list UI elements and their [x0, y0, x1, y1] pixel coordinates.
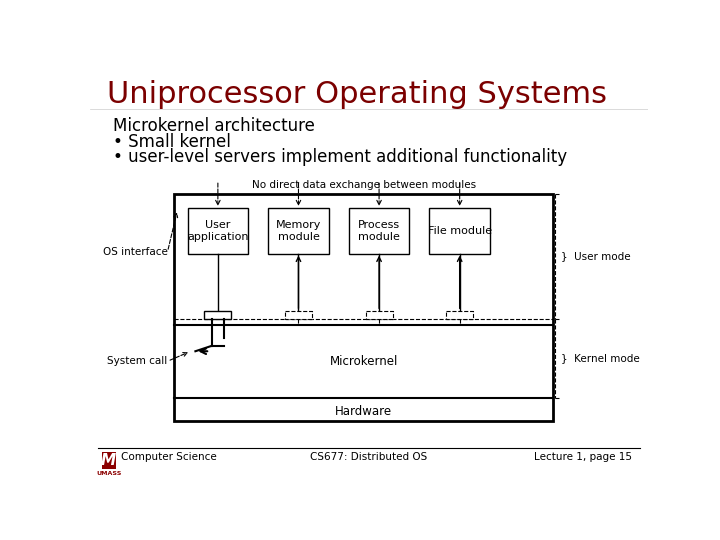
Text: Hardware: Hardware	[335, 405, 392, 418]
Bar	[188, 208, 248, 254]
Text: }  User mode: } User mode	[561, 252, 631, 261]
Text: }  Kernel mode: } Kernel mode	[561, 354, 640, 363]
Text: Memory
module: Memory module	[276, 220, 321, 242]
Text: CS677: Distributed OS: CS677: Distributed OS	[310, 453, 428, 462]
Text: Microkernel architecture: Microkernel architecture	[113, 117, 315, 136]
Text: Uniprocessor Operating Systems: Uniprocessor Operating Systems	[107, 79, 607, 109]
Text: Lecture 1, page 15: Lecture 1, page 15	[534, 453, 632, 462]
Bar	[285, 311, 312, 319]
Text: M: M	[101, 453, 116, 468]
Text: UMASS: UMASS	[96, 471, 121, 476]
Bar	[349, 208, 409, 254]
Bar	[446, 311, 473, 319]
Text: System call: System call	[107, 356, 168, 366]
Bar	[429, 208, 490, 254]
Bar	[174, 194, 554, 421]
Text: • user-level servers implement additional functionality: • user-level servers implement additiona…	[113, 148, 567, 166]
Bar	[102, 452, 116, 469]
Text: Microkernel: Microkernel	[329, 355, 397, 368]
Text: User
application: User application	[187, 220, 248, 242]
Text: Process
module: Process module	[358, 220, 400, 242]
Text: OS interface: OS interface	[103, 247, 168, 257]
Bar	[204, 311, 231, 319]
Text: No direct data exchange between modules: No direct data exchange between modules	[251, 180, 476, 190]
Text: Computer Science: Computer Science	[121, 453, 217, 462]
Bar	[366, 311, 392, 319]
Text: File module: File module	[428, 226, 492, 236]
Bar	[269, 208, 329, 254]
Text: • Small kernel: • Small kernel	[113, 133, 231, 151]
